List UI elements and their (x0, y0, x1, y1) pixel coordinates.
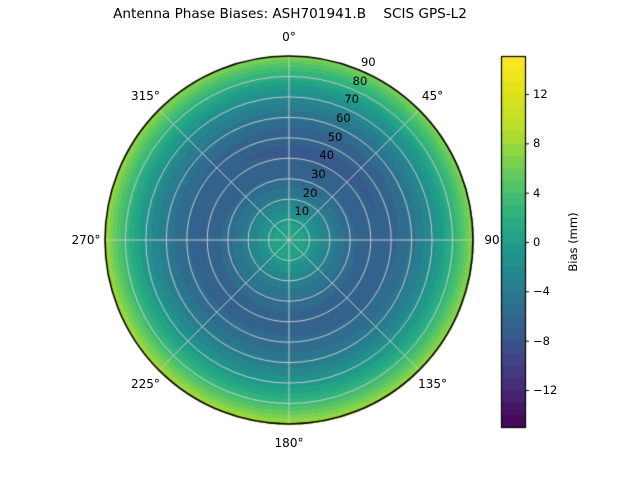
polar-heatmap-canvas (0, 0, 640, 480)
figure: Antenna Phase Biases: ASH701941.B SCIS G… (0, 0, 640, 480)
